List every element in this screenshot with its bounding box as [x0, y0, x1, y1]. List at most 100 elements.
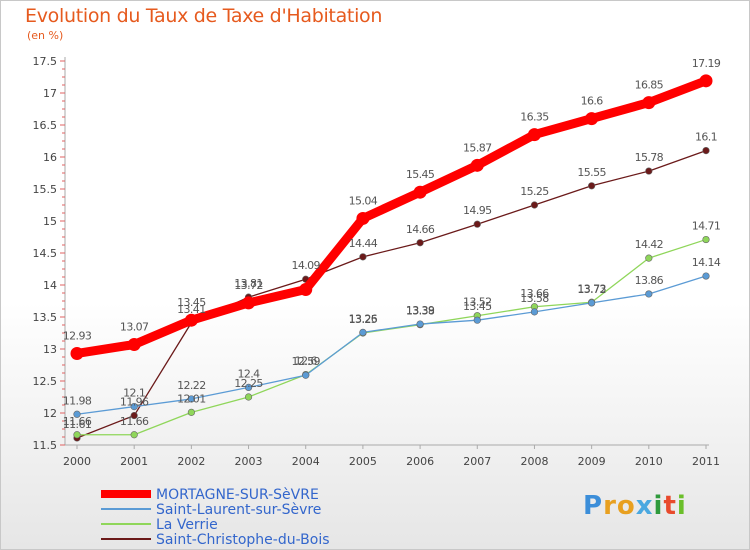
data-point-1 — [73, 410, 81, 418]
data-point-0 — [356, 211, 370, 225]
data-point-2 — [702, 235, 710, 244]
y-tick-label: 17 — [43, 87, 57, 100]
y-tick-label: 12 — [43, 407, 57, 420]
logo-letter: r — [603, 491, 617, 521]
data-point-0 — [299, 282, 313, 296]
data-label: 11.96 — [120, 396, 149, 409]
data-point-1 — [530, 308, 539, 316]
x-tick-label: 2008 — [520, 455, 548, 468]
x-tick-label: 2001 — [120, 455, 148, 468]
data-label: 14.14 — [692, 256, 721, 269]
data-point-3 — [473, 220, 481, 228]
data-point-3 — [416, 239, 424, 247]
data-label: 15.55 — [577, 166, 606, 179]
data-label: 11.61 — [63, 418, 92, 431]
data-label: 15.78 — [635, 151, 664, 164]
data-point-2 — [73, 431, 81, 439]
data-point-2 — [130, 431, 138, 439]
chart-title: Evolution du Taux de Taxe d'Habitation — [25, 5, 383, 27]
data-label: 11.98 — [63, 394, 92, 407]
legend-label: MORTAGNE-SUR-SèVRE — [156, 487, 319, 503]
data-label: 14.42 — [635, 238, 664, 251]
logo-letter: i — [653, 491, 664, 521]
x-tick-label: 2002 — [177, 455, 205, 468]
data-label: 12.22 — [177, 379, 206, 392]
data-point-1 — [645, 290, 653, 298]
data-label: 16.85 — [635, 79, 664, 92]
data-label: 12.93 — [63, 329, 92, 342]
unit-label: (en %) — [27, 29, 64, 42]
data-label: 14.71 — [692, 220, 721, 233]
data-point-1 — [702, 272, 710, 280]
data-point-2 — [645, 254, 653, 262]
data-label: 12.1 — [123, 387, 145, 400]
data-label: 13.66 — [520, 287, 549, 300]
data-point-0 — [413, 185, 427, 199]
data-point-1 — [588, 299, 596, 307]
data-point-3 — [359, 253, 367, 261]
data-label: 13.45 — [177, 296, 206, 309]
data-point-3 — [588, 182, 596, 190]
series-line-1 — [76, 275, 707, 415]
data-label: 15.45 — [406, 168, 435, 181]
data-point-0 — [585, 112, 599, 126]
data-point-1 — [244, 383, 253, 392]
data-label: 13.81 — [234, 277, 263, 290]
data-point-3 — [530, 201, 539, 209]
data-label: 11.66 — [120, 415, 149, 428]
data-label: 16.1 — [695, 131, 717, 144]
x-tick-label: 2009 — [578, 455, 606, 468]
y-tick-label: 17.5 — [33, 55, 58, 68]
data-label: 15.25 — [520, 185, 549, 198]
data-label: 13.73 — [577, 282, 606, 295]
y-tick-label: 11.5 — [33, 439, 58, 452]
data-point-0 — [527, 128, 541, 142]
data-label: 15.87 — [463, 141, 492, 154]
x-tick-label: 2005 — [349, 455, 377, 468]
data-label: 13.39 — [406, 304, 435, 317]
x-tick-label: 2003 — [235, 455, 263, 468]
data-label: 16.35 — [520, 111, 549, 124]
data-point-1 — [302, 371, 310, 379]
data-point-1 — [359, 328, 367, 336]
data-label: 15.04 — [349, 194, 378, 207]
y-tick-label: 14.5 — [33, 247, 58, 260]
logo-letter: x — [635, 491, 654, 521]
legend-label: Saint-Christophe-du-Bois — [156, 532, 330, 548]
data-point-3 — [702, 147, 710, 155]
x-tick-label: 2006 — [406, 455, 434, 468]
data-label: 13.45 — [463, 300, 492, 313]
data-label: 13.58 — [520, 292, 549, 305]
y-tick-label: 12.5 — [33, 375, 58, 388]
data-point-0 — [642, 96, 656, 110]
data-label: 13.86 — [635, 274, 664, 287]
series-line-3 — [76, 149, 707, 439]
logo-letter: P — [583, 491, 604, 521]
data-point-3 — [645, 167, 653, 175]
data-point-1 — [130, 403, 138, 411]
x-tick-label: 2007 — [463, 455, 491, 468]
data-label: 14.44 — [349, 237, 378, 250]
data-label: 13.41 — [177, 303, 206, 316]
data-point-3 — [130, 411, 138, 420]
logo-letter: i — [676, 491, 687, 521]
x-tick-label: 2000 — [63, 455, 91, 468]
data-label: 16.6 — [581, 95, 604, 108]
data-label: 17.19 — [692, 57, 721, 70]
y-tick-label: 15.5 — [33, 183, 58, 196]
y-tick-label: 14 — [43, 279, 57, 292]
y-tick-label: 15 — [43, 215, 57, 228]
logo-letter: o — [616, 491, 636, 521]
proxiti-logo: Proxiti — [583, 491, 687, 521]
data-label: 13.07 — [120, 321, 149, 334]
data-point-0 — [242, 296, 256, 310]
data-point-0 — [70, 346, 84, 360]
y-tick-label: 16 — [43, 151, 57, 164]
data-point-0 — [699, 74, 713, 88]
legend-label: La Verrie — [156, 517, 218, 533]
data-label: 12.6 — [295, 355, 318, 368]
data-label: 13.25 — [349, 313, 378, 326]
data-point-2 — [244, 393, 253, 401]
data-label: 13.72 — [234, 279, 263, 292]
